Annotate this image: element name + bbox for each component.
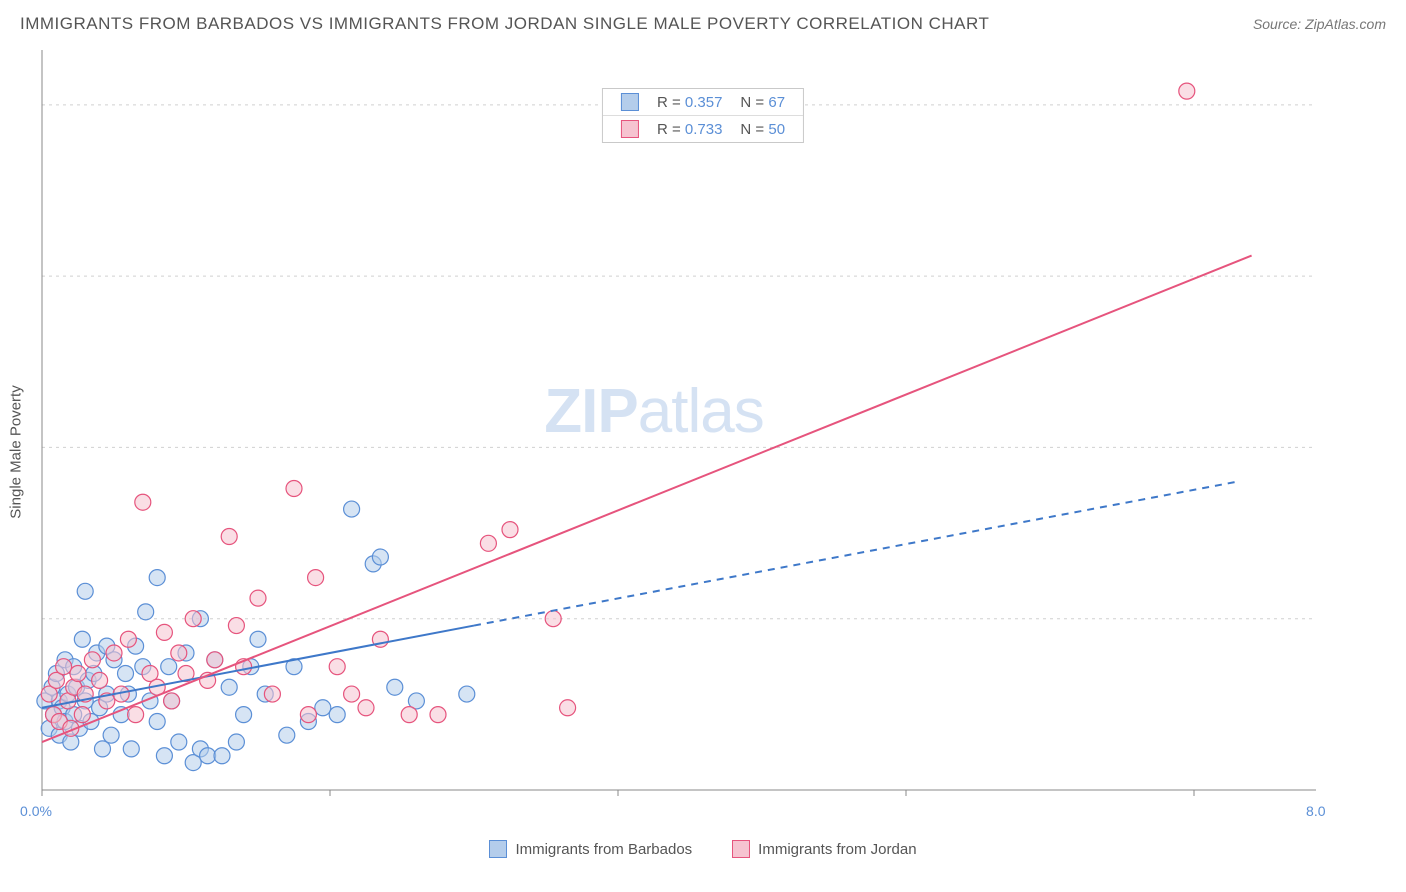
data-point-jordan	[128, 707, 144, 723]
data-point-jordan	[329, 659, 345, 675]
data-point-jordan	[92, 672, 108, 688]
data-point-barbados	[221, 679, 237, 695]
y-axis-label: Single Male Poverty	[8, 385, 25, 518]
data-point-jordan	[84, 652, 100, 668]
data-point-barbados	[250, 631, 266, 647]
data-point-barbados	[236, 707, 252, 723]
chart-wrapper: Single Male Poverty 25.0%50.0%75.0%100.0…	[20, 42, 1386, 862]
data-point-barbados	[459, 686, 475, 702]
stat-label: R =	[657, 121, 685, 138]
data-point-jordan	[221, 528, 237, 544]
data-point-jordan	[401, 707, 417, 723]
data-point-jordan	[106, 645, 122, 661]
data-point-barbados	[138, 604, 154, 620]
legend-series: Immigrants from Barbados Immigrants from…	[20, 840, 1386, 858]
stat-r-barbados: 0.357	[685, 94, 723, 111]
stat-label: N =	[740, 121, 768, 138]
data-point-jordan	[560, 700, 576, 716]
data-point-jordan	[228, 618, 244, 634]
data-point-jordan	[164, 693, 180, 709]
data-point-jordan	[358, 700, 374, 716]
data-point-barbados	[344, 501, 360, 517]
data-point-jordan	[286, 481, 302, 497]
trend-line-jordan	[42, 256, 1252, 742]
legend-correlation-box: R = 0.357 N = 67 R = 0.733 N = 50	[602, 88, 804, 143]
svg-text:0.0%: 0.0%	[20, 803, 52, 819]
data-point-jordan	[300, 707, 316, 723]
legend-label: Immigrants from Jordan	[758, 841, 916, 858]
data-point-jordan	[74, 707, 90, 723]
data-point-barbados	[94, 741, 110, 757]
data-point-jordan	[344, 686, 360, 702]
trend-line-barbados-extrapolated	[474, 482, 1237, 626]
svg-text:ZIPatlas: ZIPatlas	[544, 377, 763, 446]
swatch-jordan	[621, 120, 639, 138]
data-point-jordan	[308, 570, 324, 586]
data-point-barbados	[118, 666, 134, 682]
data-point-jordan	[502, 522, 518, 538]
svg-text:8.0%: 8.0%	[1306, 803, 1326, 819]
legend-item-jordan: Immigrants from Jordan	[732, 840, 916, 858]
data-point-jordan	[545, 611, 561, 627]
data-point-barbados	[171, 734, 187, 750]
data-point-barbados	[113, 707, 129, 723]
data-point-barbados	[161, 659, 177, 675]
data-point-jordan	[480, 535, 496, 551]
data-point-barbados	[228, 734, 244, 750]
chart-header: IMMIGRANTS FROM BARBADOS VS IMMIGRANTS F…	[0, 0, 1406, 42]
data-point-jordan	[171, 645, 187, 661]
data-point-jordan	[430, 707, 446, 723]
swatch-barbados	[621, 93, 639, 111]
data-point-jordan	[264, 686, 280, 702]
stat-label: N =	[740, 94, 768, 111]
data-point-barbados	[387, 679, 403, 695]
data-point-jordan	[185, 611, 201, 627]
stat-n-barbados: 67	[768, 94, 785, 111]
data-point-barbados	[200, 748, 216, 764]
legend-row-barbados: R = 0.357 N = 67	[603, 89, 803, 115]
data-point-jordan	[156, 624, 172, 640]
data-point-jordan	[207, 652, 223, 668]
data-point-barbados	[329, 707, 345, 723]
legend-row-jordan: R = 0.733 N = 50	[603, 115, 803, 142]
data-point-jordan	[135, 494, 151, 510]
chart-source: Source: ZipAtlas.com	[1253, 16, 1386, 32]
data-point-barbados	[149, 713, 165, 729]
data-point-barbados	[372, 549, 388, 565]
swatch-jordan	[732, 840, 750, 858]
data-point-barbados	[77, 583, 93, 599]
legend-label: Immigrants from Barbados	[515, 841, 692, 858]
stat-n-jordan: 50	[768, 121, 785, 138]
data-point-barbados	[74, 631, 90, 647]
data-point-jordan	[56, 659, 72, 675]
stat-label: R =	[657, 94, 685, 111]
data-point-barbados	[214, 748, 230, 764]
data-point-jordan	[1179, 83, 1195, 99]
scatter-chart: 25.0%50.0%75.0%100.0%ZIPatlas0.0%8.0%	[20, 42, 1326, 822]
data-point-barbados	[279, 727, 295, 743]
chart-title: IMMIGRANTS FROM BARBADOS VS IMMIGRANTS F…	[20, 14, 989, 34]
data-point-barbados	[149, 570, 165, 586]
swatch-barbados	[489, 840, 507, 858]
data-point-jordan	[250, 590, 266, 606]
data-point-barbados	[123, 741, 139, 757]
data-point-jordan	[120, 631, 136, 647]
data-point-jordan	[70, 666, 86, 682]
legend-item-barbados: Immigrants from Barbados	[489, 840, 692, 858]
data-point-barbados	[315, 700, 331, 716]
data-point-barbados	[103, 727, 119, 743]
stat-r-jordan: 0.733	[685, 121, 723, 138]
data-point-barbados	[156, 748, 172, 764]
